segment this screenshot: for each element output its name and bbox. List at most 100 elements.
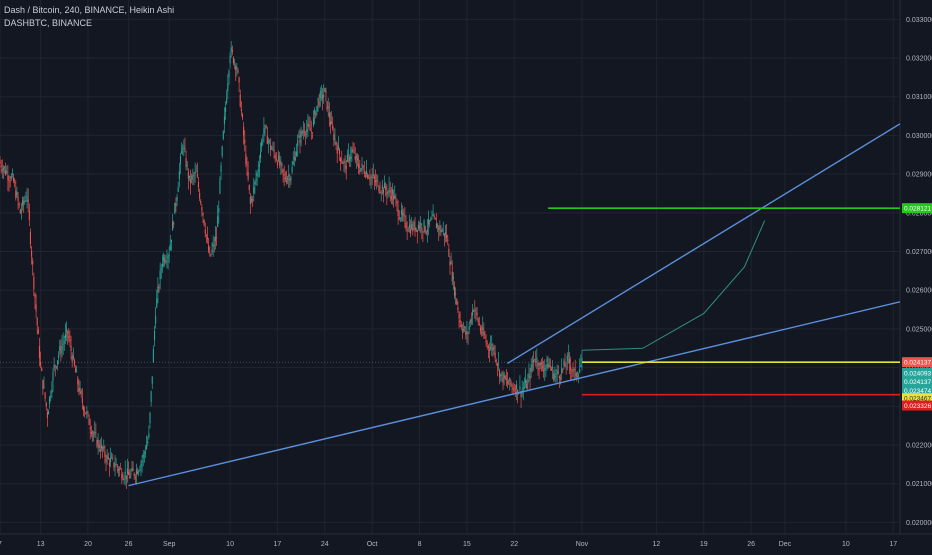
candle-body <box>146 445 148 449</box>
candle-body <box>210 254 212 256</box>
candle-body <box>397 209 399 217</box>
candle-body <box>252 199 254 201</box>
candle-body <box>187 171 189 179</box>
candle-body <box>41 368 43 371</box>
candle-body <box>76 371 78 373</box>
candle-body <box>288 175 290 177</box>
candle-body <box>40 361 42 366</box>
candle-body <box>576 375 578 377</box>
candle-body <box>461 329 463 332</box>
candle-body <box>69 339 71 341</box>
candle-body <box>3 166 6 168</box>
candle-body <box>53 364 55 369</box>
candle-body <box>29 232 32 245</box>
candle-body <box>354 156 356 161</box>
candle-body <box>530 364 532 372</box>
candle-body <box>109 458 112 463</box>
candle-body <box>253 186 255 194</box>
candle-body <box>496 363 498 366</box>
candle-body <box>17 196 19 202</box>
candle-body <box>494 352 496 359</box>
candle-body <box>241 114 244 119</box>
price-tag <box>902 400 932 411</box>
candle-body <box>229 55 231 64</box>
y-tick-label: 0.033000 <box>906 17 932 24</box>
candle-body <box>8 180 10 182</box>
candle-body <box>568 358 571 364</box>
candle-body <box>228 71 230 78</box>
candle-body <box>15 190 17 198</box>
candle-body <box>451 271 453 282</box>
candle-body <box>484 336 486 338</box>
candle-body <box>51 389 53 393</box>
candle-body <box>174 202 176 214</box>
candle-body <box>382 189 385 194</box>
candle-body <box>155 316 157 324</box>
candle-body <box>5 170 7 175</box>
candle-body <box>341 161 343 163</box>
candle-body <box>432 214 434 217</box>
candle-body <box>511 385 513 386</box>
candle-body <box>60 349 62 354</box>
candle-body <box>414 226 416 232</box>
candle-body <box>555 373 557 375</box>
candle-body <box>360 167 362 170</box>
candle-body <box>227 83 229 91</box>
candle-body <box>503 373 505 379</box>
candle-body <box>14 182 16 184</box>
candle-body <box>245 153 247 165</box>
candle-body <box>290 177 292 180</box>
candle-body <box>95 432 97 434</box>
candle-body <box>324 88 326 92</box>
candle-body <box>369 178 371 180</box>
candle-body <box>10 176 12 179</box>
candle-body <box>143 453 145 455</box>
candles <box>0 41 583 489</box>
candle-body <box>151 376 153 384</box>
candle-body <box>338 149 341 154</box>
candle-body <box>44 392 46 399</box>
candle-body <box>218 207 220 213</box>
candle-body <box>396 201 398 204</box>
candle-body <box>97 440 99 444</box>
candle-body <box>351 149 353 153</box>
candle-body <box>147 441 149 444</box>
candle-body <box>372 174 374 176</box>
candle-body <box>320 91 322 93</box>
candle-body <box>527 380 529 385</box>
candle-body <box>501 372 503 374</box>
candle-body <box>84 411 86 412</box>
candle-body <box>105 459 107 462</box>
candle-body <box>192 175 194 177</box>
candle-body <box>167 256 169 259</box>
candle-body <box>148 433 150 438</box>
candle-body <box>284 177 286 180</box>
candle-body <box>90 431 92 434</box>
candle-body <box>235 65 237 70</box>
candle-body <box>558 375 560 379</box>
candle-body <box>196 174 198 177</box>
candle-body <box>556 370 558 372</box>
candle-body <box>426 230 428 232</box>
candle-body <box>543 369 545 372</box>
candle-body <box>22 200 24 206</box>
candle-body <box>517 389 519 395</box>
candle-body <box>303 131 306 133</box>
candle-body <box>370 176 372 179</box>
candle-body <box>336 149 338 154</box>
candle-body <box>113 462 115 468</box>
candle-body <box>161 263 163 267</box>
price-tag <box>902 203 932 214</box>
candle-body <box>153 330 156 340</box>
candle-body <box>488 349 491 351</box>
candle-body <box>411 224 413 229</box>
candle-body <box>35 304 37 312</box>
candle-body <box>526 384 528 389</box>
candle-body <box>513 389 515 391</box>
candle-body <box>485 340 487 343</box>
